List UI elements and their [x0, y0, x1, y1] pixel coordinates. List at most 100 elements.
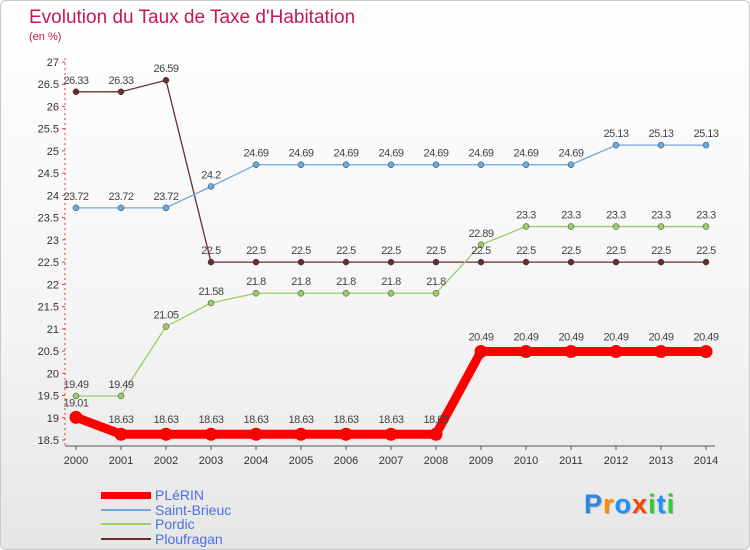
- data-point: [387, 161, 395, 168]
- y-tick-label: 18.5: [38, 435, 59, 447]
- data-point: [477, 258, 485, 266]
- y-tick-label: 19.5: [38, 391, 59, 403]
- logo-letter: i: [666, 489, 676, 519]
- data-label: 22.5: [606, 245, 626, 257]
- data-label: 24.69: [378, 148, 403, 160]
- data-label: 23.72: [153, 191, 178, 203]
- data-point: [117, 88, 125, 96]
- data-point: [432, 289, 440, 297]
- data-point: [657, 223, 665, 230]
- x-tick-label: 2005: [289, 455, 313, 467]
- data-label: 21.8: [336, 276, 356, 288]
- x-tick-label: 2003: [199, 455, 223, 467]
- x-tick-label: 2014: [694, 455, 718, 467]
- data-point: [702, 258, 710, 266]
- data-point: [432, 161, 440, 168]
- data-point: [342, 161, 350, 168]
- data-label: 20.49: [603, 332, 628, 344]
- y-tick-label: 22.5: [38, 257, 59, 269]
- logo-letter: t: [656, 489, 667, 519]
- data-point: [297, 258, 305, 266]
- data-label: 21.58: [198, 286, 223, 298]
- data-point: [564, 345, 578, 359]
- legend-label: Saint-Brieuc: [155, 501, 232, 518]
- data-point: [429, 427, 443, 441]
- x-tick-label: 2009: [469, 455, 493, 467]
- data-point: [522, 161, 530, 168]
- data-label: 22.5: [246, 245, 266, 257]
- data-point: [207, 183, 215, 190]
- data-label: 24.69: [513, 148, 538, 160]
- x-tick-label: 2007: [379, 455, 403, 467]
- data-label: 21.8: [381, 276, 401, 288]
- legend-swatch: [101, 491, 151, 499]
- data-label: 18.63: [378, 414, 403, 426]
- data-label: 18.63: [243, 414, 268, 426]
- data-label: 23.3: [696, 210, 716, 222]
- y-tick-label: 25: [47, 146, 59, 158]
- data-point: [297, 161, 305, 168]
- axes: 18.5 19 19.5 20 20.5 21 21.5 22 22.5 23 23.5 24 24.5…: [38, 57, 719, 467]
- x-tick-label: 2006: [334, 455, 358, 467]
- y-tick-label: 21: [47, 324, 59, 336]
- data-label: 26.59: [153, 63, 178, 75]
- data-point: [342, 289, 350, 297]
- data-label: 22.5: [381, 245, 401, 257]
- data-point: [72, 204, 80, 212]
- data-label: 25.13: [603, 128, 628, 140]
- data-point: [249, 427, 263, 441]
- data-label: 24.69: [333, 148, 358, 160]
- data-label: 26.33: [108, 75, 133, 87]
- data-point: [162, 204, 170, 212]
- data-point: [294, 427, 308, 441]
- data-point: [654, 345, 668, 359]
- data-label: 22.5: [201, 245, 221, 257]
- y-tick-label: 26: [47, 101, 59, 113]
- data-label: 20.49: [693, 332, 718, 344]
- legend-swatch: [101, 523, 151, 526]
- y-tick-label: 23: [47, 235, 59, 247]
- data-label: 18.63: [333, 414, 358, 426]
- data-point: [252, 289, 260, 297]
- data-point: [384, 427, 398, 441]
- data-point: [432, 258, 440, 266]
- data-label: 19.01: [63, 397, 88, 409]
- y-tick-label: 24.5: [38, 168, 59, 180]
- data-label: 22.89: [468, 228, 493, 240]
- data-point: [702, 223, 710, 230]
- data-label: 21.05: [153, 310, 178, 322]
- data-point: [114, 427, 128, 441]
- y-tick-label: 24: [47, 190, 59, 202]
- data-label: 22.5: [696, 245, 716, 257]
- data-label: 20.49: [513, 332, 538, 344]
- data-label: 18.63: [288, 414, 313, 426]
- data-label: 21.8: [291, 276, 311, 288]
- data-point: [567, 258, 575, 266]
- data-point: [612, 258, 620, 266]
- x-tick-label: 2012: [604, 455, 628, 467]
- data-point: [519, 345, 533, 359]
- legend: PLéRIN Saint-Brieuc Pordic Ploufragan: [101, 488, 231, 546]
- data-point: [387, 258, 395, 266]
- legend-label: Pordic: [155, 516, 195, 533]
- data-point: [477, 161, 485, 168]
- data-label: 22.5: [336, 245, 356, 257]
- data-label: 20.49: [648, 332, 673, 344]
- x-tick-label: 2010: [514, 455, 538, 467]
- data-label: 22.5: [291, 245, 311, 257]
- data-point: [477, 241, 485, 249]
- y-tick-label: 25.5: [38, 124, 59, 136]
- data-point: [72, 392, 80, 400]
- data-point: [522, 223, 530, 230]
- data-point: [72, 88, 80, 96]
- data-point: [567, 161, 575, 168]
- x-tick-label: 2002: [154, 455, 178, 467]
- data-point: [162, 76, 170, 84]
- x-tick-label: 2011: [559, 455, 583, 467]
- data-label: 23.72: [108, 191, 133, 203]
- data-point: [612, 141, 620, 149]
- data-point: [339, 427, 353, 441]
- x-tick-label: 2013: [649, 455, 673, 467]
- data-point: [252, 161, 260, 168]
